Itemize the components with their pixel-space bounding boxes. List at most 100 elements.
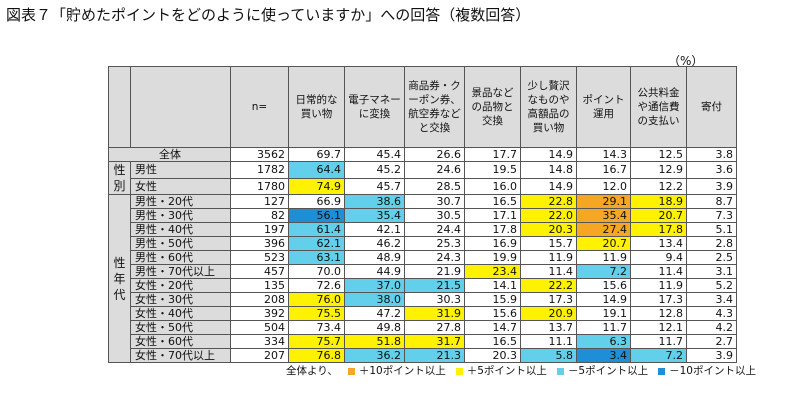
value-cell: 197 <box>230 222 289 237</box>
row-label: 男性・60代 <box>130 250 231 265</box>
value-cell: 396 <box>230 236 289 251</box>
value-cell: 42.1 <box>344 222 405 237</box>
value-cell: 4.3 <box>686 306 737 321</box>
legend-label: －10ポイント以上 <box>669 365 756 377</box>
legend-item-plus5: ＋5ポイント以上 <box>455 363 547 378</box>
value-cell: 207 <box>230 348 289 363</box>
value-cell: 36.2 <box>344 348 405 363</box>
table-row: 女性・60代 334 75.7 51.8 31.7 16.5 11.1 6.3 11.7 2.7 <box>109 334 737 349</box>
value-cell: 17.7 <box>464 147 521 162</box>
value-cell: 15.6 <box>464 306 521 321</box>
legend-swatch <box>347 367 355 375</box>
value-cell: 51.8 <box>344 334 405 349</box>
table-row: 女性・40代 392 75.5 47.2 31.9 15.6 20.9 19.1 12.8 4.3 <box>109 306 737 321</box>
value-cell: 14.3 <box>576 147 631 162</box>
table-row: 男性・60代 523 63.1 48.9 24.3 19.9 11.9 11.9 9.4 2.5 <box>109 250 737 265</box>
value-cell: 12.9 <box>630 161 687 179</box>
value-cell: 17.3 <box>520 292 577 307</box>
header-row: n= 日常的な買い物 電子マネーに変換 商品券・クーポン券、航空券などと交換 景… <box>108 66 737 148</box>
value-cell: 15.7 <box>520 236 577 251</box>
row-label: 女性・40代 <box>130 306 231 321</box>
value-cell: 76.0 <box>288 292 345 307</box>
value-cell: 21.9 <box>404 264 465 279</box>
value-cell: 14.7 <box>464 320 521 335</box>
value-cell: 29.1 <box>576 194 631 209</box>
legend-label: －5ポイント以上 <box>567 365 649 377</box>
value-cell: 11.4 <box>630 264 687 279</box>
value-cell: 208 <box>230 292 289 307</box>
value-cell: 135 <box>230 278 289 293</box>
value-cell: 14.8 <box>520 161 577 179</box>
value-cell: 18.9 <box>630 194 687 209</box>
value-cell: 334 <box>230 334 289 349</box>
legend-swatch <box>658 367 666 375</box>
value-cell: 3.9 <box>686 348 737 363</box>
value-cell: 35.4 <box>576 208 631 223</box>
row-label: 女性・50代 <box>130 320 231 335</box>
value-cell: 11.9 <box>520 250 577 265</box>
value-cell: 5.1 <box>686 222 737 237</box>
value-cell: 24.6 <box>404 161 465 179</box>
value-cell: 62.1 <box>288 236 345 251</box>
value-cell: 15.6 <box>576 278 631 293</box>
value-cell: 14.9 <box>520 147 577 162</box>
table-row: 全体 3562 69.7 45.4 26.6 17.7 14.9 14.3 12.5 3.8 <box>108 147 737 162</box>
value-cell: 72.6 <box>288 278 345 293</box>
table-row: 男性・30代 82 56.1 35.4 30.5 17.1 22.0 35.4 20.7 7.3 <box>109 208 737 223</box>
value-cell: 7.2 <box>576 264 631 279</box>
value-cell: 523 <box>230 250 289 265</box>
value-cell: 24.4 <box>404 222 465 237</box>
value-cell: 44.9 <box>344 264 405 279</box>
value-cell: 22.0 <box>520 208 577 223</box>
group-label: 性別 <box>108 161 131 195</box>
value-cell: 3.9 <box>686 177 737 195</box>
value-cell: 2.8 <box>686 236 737 251</box>
table-row: 女性・50代 504 73.4 49.8 27.8 14.7 13.7 11.7 12.1 4.2 <box>109 320 737 335</box>
value-cell: 16.7 <box>576 161 631 179</box>
value-cell: 19.9 <box>464 250 521 265</box>
value-cell: 7.2 <box>630 348 687 363</box>
row-label: 女性・70代以上 <box>130 348 231 363</box>
value-cell: 31.7 <box>404 334 465 349</box>
value-cell: 16.5 <box>464 334 521 349</box>
value-cell: 76.8 <box>288 348 345 363</box>
value-cell: 5.8 <box>520 348 577 363</box>
value-cell: 11.7 <box>576 320 631 335</box>
value-cell: 17.8 <box>464 222 521 237</box>
value-cell: 31.9 <box>404 306 465 321</box>
value-cell: 11.4 <box>520 264 577 279</box>
table-row: 性別男性 1782 64.4 45.2 24.6 19.5 14.8 16.7 12.9 3.6 <box>108 161 737 195</box>
value-cell: 63.1 <box>288 250 345 265</box>
row-label: 男性 <box>130 161 231 179</box>
value-cell: 14.9 <box>520 177 577 195</box>
table-row: 女性・20代 135 72.6 37.0 21.5 14.1 22.2 15.6 11.9 5.2 <box>109 278 737 293</box>
value-cell: 64.4 <box>288 161 345 179</box>
legend-item-plus10: ＋10ポイント以上 <box>347 363 446 378</box>
value-cell: 20.7 <box>630 208 687 223</box>
value-cell: 35.4 <box>344 208 405 223</box>
value-cell: 3.6 <box>686 161 737 179</box>
legend-swatch <box>455 367 463 375</box>
value-cell: 12.5 <box>630 147 687 162</box>
value-cell: 11.1 <box>520 334 577 349</box>
value-cell: 45.4 <box>344 147 405 162</box>
value-cell: 15.9 <box>464 292 521 307</box>
results-table: n= 日常的な買い物 電子マネーに変換 商品券・クーポン券、航空券などと交換 景… <box>108 66 737 363</box>
table-row: 女性・30代 208 76.0 38.0 30.3 15.9 17.3 14.9 17.3 3.4 <box>109 292 737 307</box>
value-cell: 1780 <box>230 177 289 195</box>
column-header: 寄付 <box>686 66 737 148</box>
value-cell: 12.0 <box>576 177 631 195</box>
value-cell: 23.4 <box>464 264 521 279</box>
table-row: 男性・40代 197 61.4 42.1 24.4 17.8 20.3 27.4 17.8 5.1 <box>109 222 737 237</box>
table-row: 性年代男性・20代 127 66.9 38.6 30.7 16.5 22.8 29.1 18.9… <box>108 194 737 363</box>
row-label: 男性・50代 <box>130 236 231 251</box>
value-cell: 2.7 <box>686 334 737 349</box>
value-cell: 26.6 <box>404 147 465 162</box>
value-cell: 11.9 <box>576 250 631 265</box>
value-cell: 66.9 <box>288 194 345 209</box>
value-cell: 27.8 <box>404 320 465 335</box>
value-cell: 20.3 <box>520 222 577 237</box>
value-cell: 17.3 <box>630 292 687 307</box>
value-cell: 17.8 <box>630 222 687 237</box>
row-label: 女性・60代 <box>130 334 231 349</box>
